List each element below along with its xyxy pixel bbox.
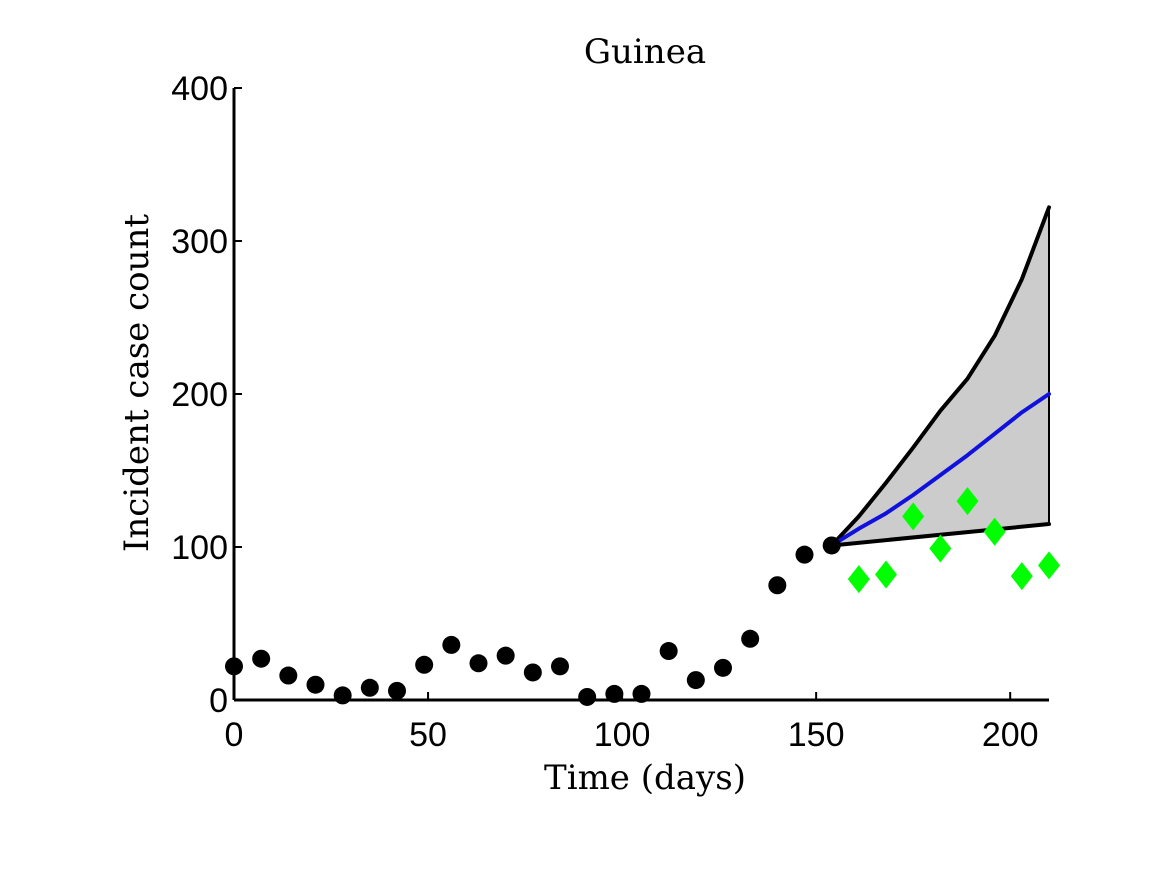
- chart-title: Guinea: [584, 32, 706, 72]
- observed-point: [252, 649, 271, 668]
- observed-point: [415, 655, 434, 674]
- observed-point: [306, 675, 325, 694]
- data-points-layer: [225, 487, 1060, 706]
- y-tick-label: 0: [209, 682, 228, 720]
- observed-point: [523, 663, 542, 682]
- x-tick-label: 100: [594, 716, 651, 754]
- y-tick-label: 300: [171, 223, 228, 261]
- observed-point: [360, 678, 379, 697]
- tick-labels: 0 50 100 150 200 0 100 200 300 400: [171, 70, 1038, 754]
- axes: [232, 87, 1049, 702]
- observed-point: [496, 646, 515, 665]
- observed-point: [333, 686, 352, 705]
- observed-point: [578, 687, 597, 706]
- observed-point: [225, 657, 243, 676]
- validation-point: [847, 565, 870, 594]
- y-tick-label: 100: [171, 529, 228, 567]
- x-tick-label: 200: [982, 716, 1039, 754]
- x-tick-label: 50: [409, 716, 447, 754]
- validation-point: [875, 560, 897, 589]
- y-axis-label: Incident case count: [117, 214, 157, 552]
- observed-point: [442, 635, 461, 654]
- validation-point: [902, 502, 925, 531]
- observed-point: [605, 684, 624, 703]
- y-tick-label: 400: [171, 70, 228, 108]
- x-axis-label: Time (days): [544, 758, 746, 798]
- observed-point: [659, 642, 678, 661]
- observed-point: [632, 684, 651, 703]
- forecast-mean-line: [829, 392, 1051, 548]
- observed-point: [822, 536, 841, 555]
- observed-point: [768, 576, 787, 595]
- observed-point: [279, 666, 298, 685]
- forecast-upper-line: [829, 205, 1051, 548]
- observed-point: [795, 545, 814, 564]
- observed-point: [741, 629, 760, 648]
- validation-point: [1038, 551, 1060, 580]
- forecast-band-layer: [831, 207, 1050, 546]
- y-tick-label: 200: [171, 376, 228, 414]
- validation-point: [983, 517, 1006, 546]
- observed-point: [388, 681, 406, 700]
- observed-point: [714, 658, 732, 677]
- validation-point: [1010, 562, 1033, 591]
- observed-point: [469, 654, 488, 673]
- observed-point: [686, 671, 705, 690]
- validation-point: [956, 487, 979, 516]
- x-tick-label: 150: [788, 716, 845, 754]
- forecast-band: [831, 207, 1049, 546]
- validation-point: [929, 534, 952, 563]
- observed-point: [551, 657, 569, 676]
- x-tick-label: 0: [225, 716, 244, 754]
